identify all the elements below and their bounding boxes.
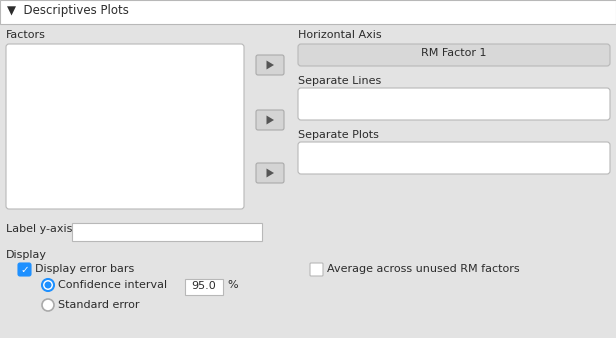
FancyBboxPatch shape [18, 263, 31, 276]
Text: Display: Display [6, 250, 47, 260]
Text: Average across unused RM factors: Average across unused RM factors [327, 264, 520, 274]
Circle shape [42, 279, 54, 291]
Bar [185, 279, 223, 295]
FancyBboxPatch shape [6, 44, 244, 209]
Circle shape [44, 282, 52, 289]
Text: 95.0: 95.0 [192, 281, 216, 291]
FancyBboxPatch shape [298, 142, 610, 174]
Text: ▼  Descriptives Plots: ▼ Descriptives Plots [7, 4, 129, 17]
Polygon shape [267, 116, 274, 124]
FancyBboxPatch shape [310, 263, 323, 276]
Text: Label y-axis: Label y-axis [6, 224, 72, 234]
FancyBboxPatch shape [256, 163, 284, 183]
FancyBboxPatch shape [256, 55, 284, 75]
Bar [0, 0, 616, 24]
Polygon shape [267, 169, 274, 177]
Text: %: % [227, 280, 238, 290]
Text: Horizontal Axis: Horizontal Axis [298, 30, 382, 40]
Text: Display error bars: Display error bars [35, 264, 134, 274]
Text: RM Factor 1: RM Factor 1 [421, 48, 487, 58]
Text: Confidence interval: Confidence interval [58, 280, 167, 290]
FancyBboxPatch shape [256, 110, 284, 130]
FancyBboxPatch shape [298, 44, 610, 66]
FancyBboxPatch shape [298, 88, 610, 120]
Text: Standard error: Standard error [58, 300, 139, 310]
Circle shape [42, 299, 54, 311]
Text: ✓: ✓ [20, 265, 29, 274]
Text: Factors: Factors [6, 30, 46, 40]
Text: Separate Plots: Separate Plots [298, 130, 379, 140]
Polygon shape [267, 61, 274, 70]
Text: Separate Lines: Separate Lines [298, 76, 381, 86]
Bar [72, 223, 262, 241]
